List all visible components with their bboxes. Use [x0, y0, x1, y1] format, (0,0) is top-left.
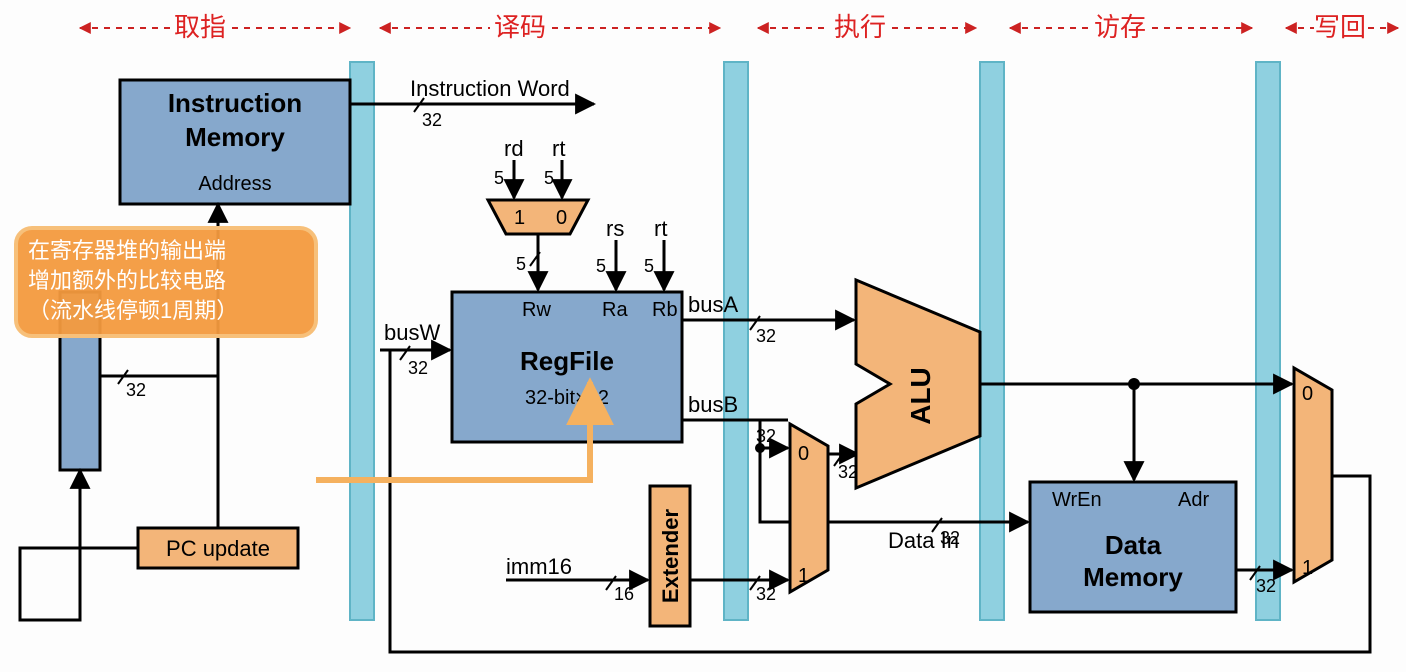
mux-b: 0 1 — [790, 424, 828, 592]
stage-wb-label: 写回 — [1314, 12, 1366, 42]
instr-word-label: Instruction Word — [410, 76, 570, 101]
stage-exec-label: 执行 — [834, 12, 886, 42]
svg-text:rs: rs — [606, 216, 624, 241]
svg-text:32: 32 — [408, 358, 428, 378]
svg-text:Extender: Extender — [658, 508, 683, 603]
svg-text:5: 5 — [544, 168, 554, 188]
svg-text:1: 1 — [514, 207, 525, 229]
svg-text:ALU: ALU — [905, 367, 936, 425]
note-box: 在寄存器堆的输出端 增加额外的比较电路 （流水线停顿1周期） — [16, 228, 316, 336]
alu-block: ALU — [856, 280, 980, 488]
svg-text:Data In: Data In — [888, 528, 959, 553]
svg-text:5: 5 — [494, 168, 504, 188]
svg-text:5: 5 — [516, 254, 526, 274]
svg-text:busB: busB — [688, 392, 738, 417]
stage-decode-label: 译码 — [494, 12, 546, 42]
svg-text:0: 0 — [1302, 383, 1313, 405]
svg-text:32: 32 — [422, 110, 442, 130]
pipeline-diagram: 取指 译码 执行 访存 写回 Instruction Memory Addres… — [0, 0, 1406, 672]
svg-text:1: 1 — [1302, 557, 1313, 579]
svg-text:32: 32 — [756, 584, 776, 604]
svg-text:Memory: Memory — [185, 122, 285, 152]
svg-text:Memory: Memory — [1083, 562, 1183, 592]
svg-text:1: 1 — [798, 565, 809, 587]
svg-text:32: 32 — [756, 326, 776, 346]
svg-text:busW: busW — [384, 320, 440, 345]
svg-text:Instruction: Instruction — [168, 88, 302, 118]
svg-text:32: 32 — [1256, 576, 1276, 596]
stage-fetch-label: 取指 — [174, 12, 226, 42]
svg-text:PC update: PC update — [166, 536, 270, 561]
svg-text:0: 0 — [798, 443, 809, 465]
svg-text:5: 5 — [644, 256, 654, 276]
svg-text:Data: Data — [1105, 530, 1162, 560]
mux-wb: 0 1 — [1294, 368, 1332, 582]
svg-text:32-bit×32: 32-bit×32 — [525, 387, 609, 409]
svg-text:32: 32 — [756, 426, 776, 446]
svg-text:在寄存器堆的输出端: 在寄存器堆的输出端 — [28, 238, 226, 263]
svg-text:5: 5 — [596, 256, 606, 276]
svg-text:（流水线停顿1周期）: （流水线停顿1周期） — [28, 298, 238, 323]
svg-text:16: 16 — [614, 584, 634, 604]
instruction-memory: Instruction Memory Address — [120, 80, 350, 204]
svg-text:32: 32 — [126, 380, 146, 400]
pc-loop — [20, 470, 138, 620]
extender-block: Extender — [650, 486, 690, 626]
svg-text:imm16: imm16 — [506, 554, 572, 579]
svg-text:Address: Address — [198, 173, 271, 195]
stage-mem-label: 访存 — [1094, 12, 1146, 42]
svg-text:0: 0 — [556, 207, 567, 229]
svg-text:增加额外的比较电路: 增加额外的比较电路 — [28, 268, 226, 293]
data-memory-block: WrEn Adr Data Memory — [1030, 482, 1236, 612]
svg-text:Rb: Rb — [652, 299, 678, 321]
svg-text:busA: busA — [688, 292, 738, 317]
svg-text:Adr: Adr — [1178, 489, 1209, 511]
svg-text:rt: rt — [552, 136, 565, 161]
regfile-block: Rw Ra Rb RegFile 32-bit×32 — [452, 292, 682, 442]
svg-text:rt: rt — [654, 216, 667, 241]
mux-rd-rt: 1 0 rd rt 5 5 5 — [488, 136, 588, 290]
svg-text:WrEn: WrEn — [1052, 489, 1102, 511]
svg-text:rd: rd — [504, 136, 524, 161]
svg-text:Rw: Rw — [522, 299, 551, 321]
svg-text:RegFile: RegFile — [520, 346, 614, 376]
stage-header: 取指 译码 执行 访存 写回 — [80, 12, 1398, 42]
svg-text:Ra: Ra — [602, 299, 628, 321]
